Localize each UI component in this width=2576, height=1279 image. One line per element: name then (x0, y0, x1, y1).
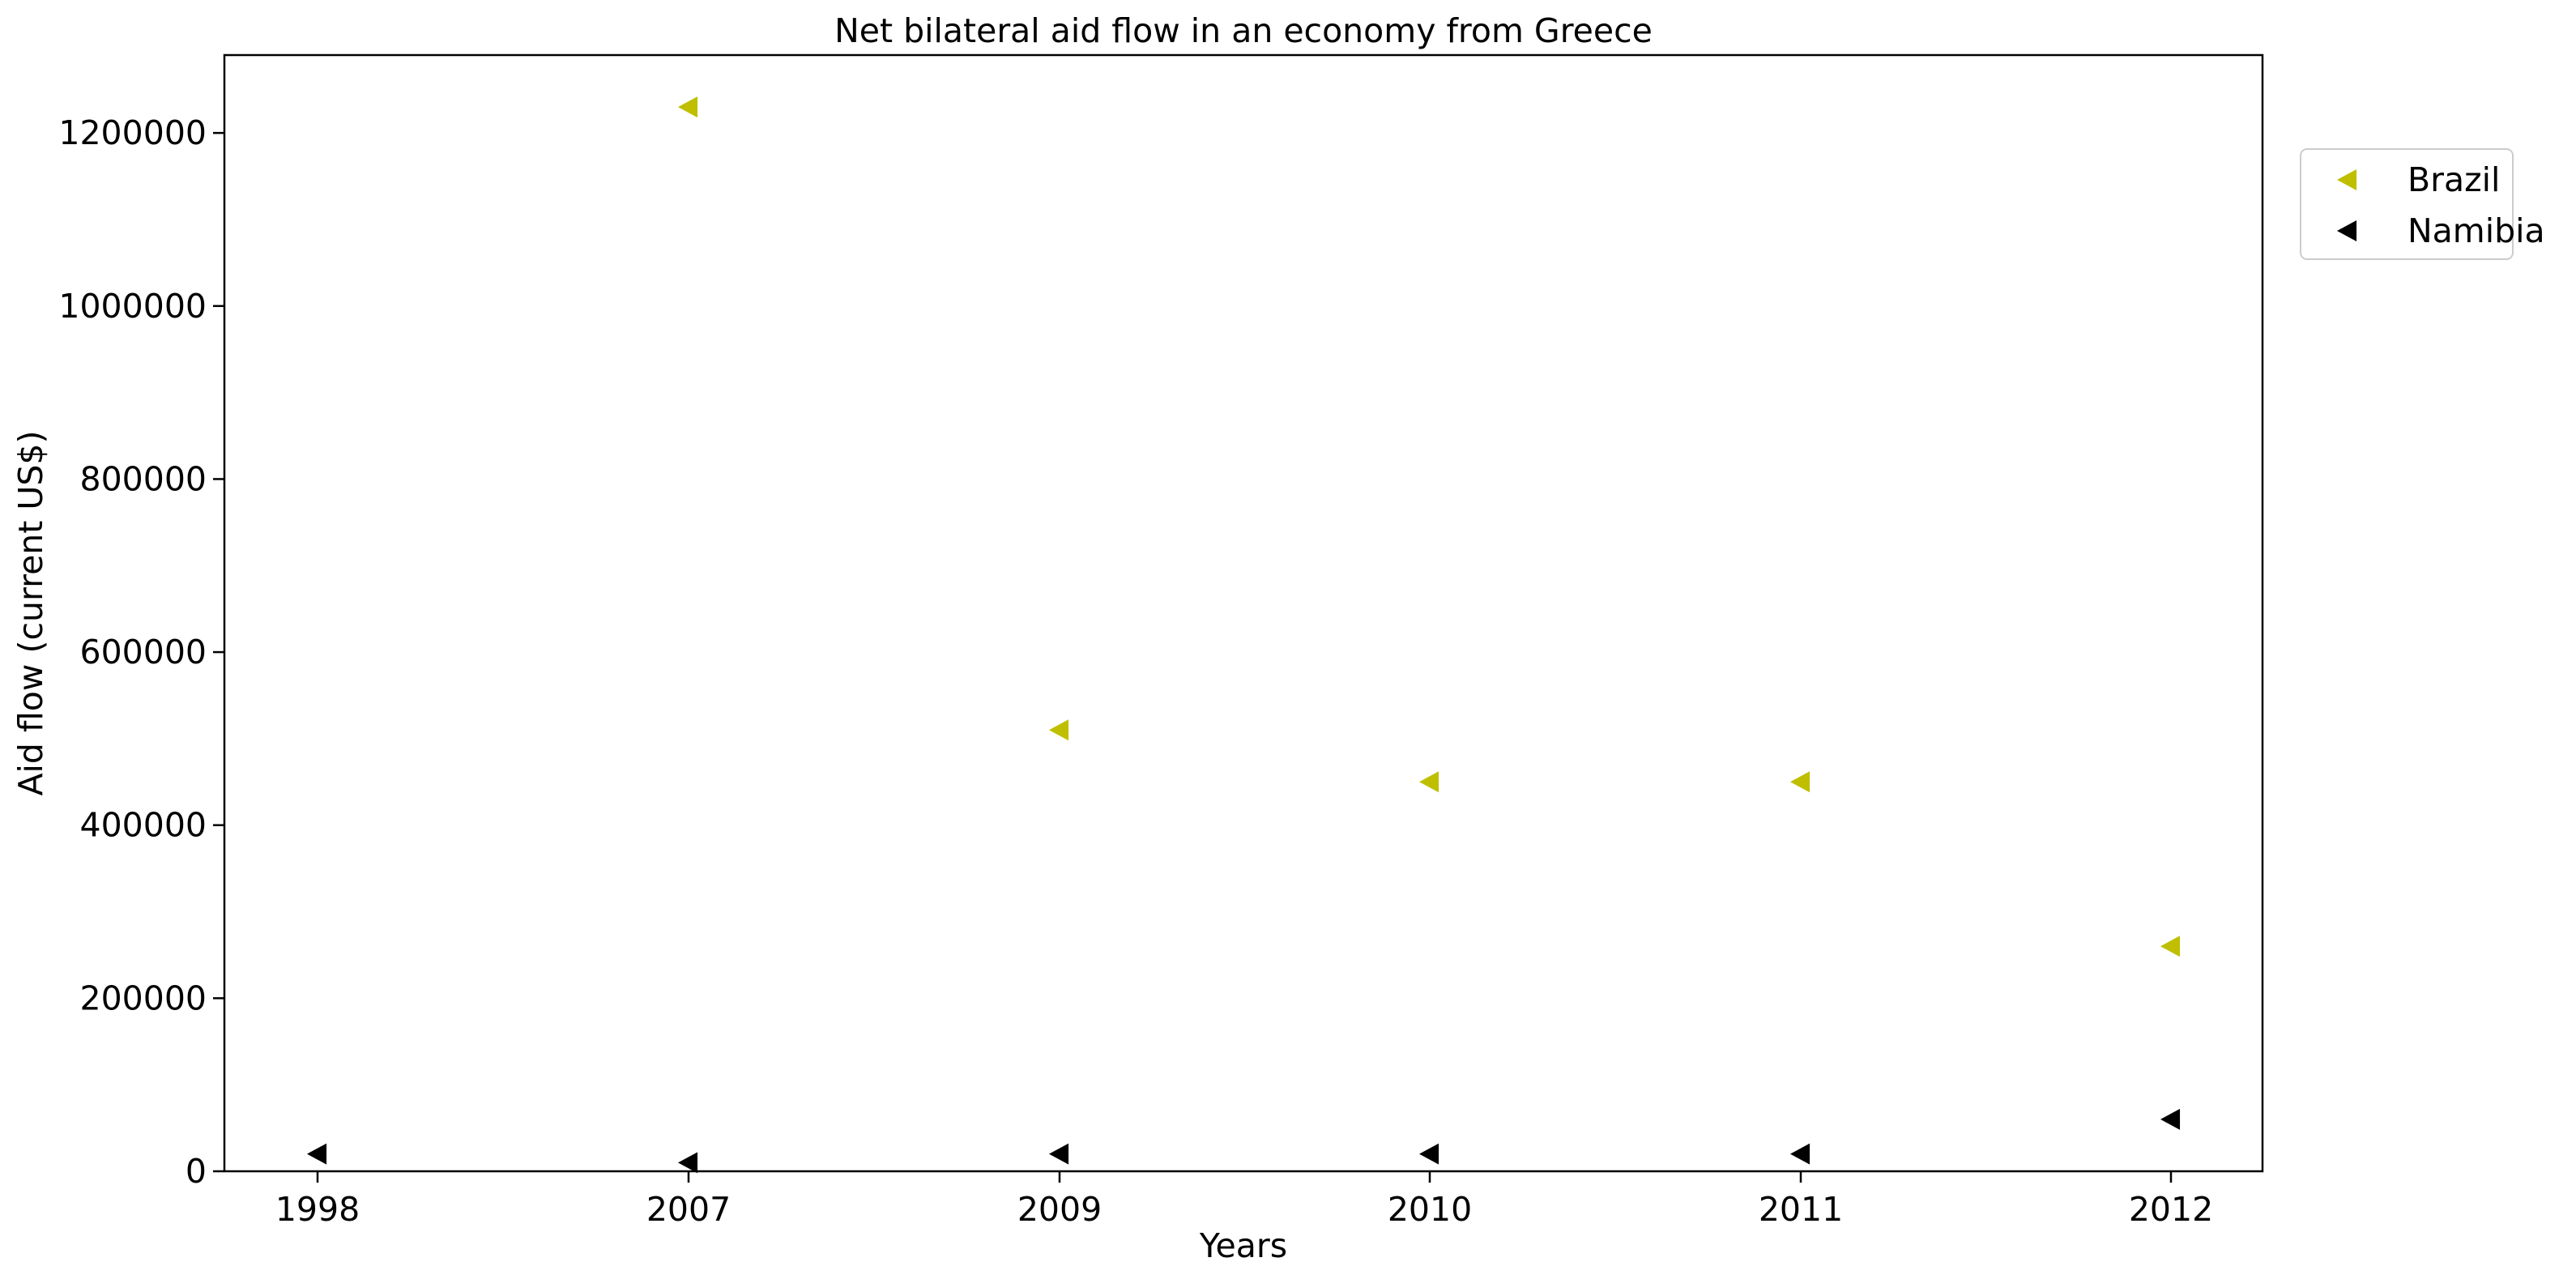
data-point-namibia (678, 1152, 698, 1174)
data-point-namibia (307, 1143, 327, 1165)
x-axis-label: Years (1199, 1226, 1287, 1265)
legend-label-namibia: Namibia (2408, 211, 2545, 250)
data-point-namibia (1049, 1143, 1069, 1165)
legend-label-brazil: Brazil (2408, 160, 2500, 199)
data-point-namibia (1790, 1143, 1810, 1165)
x-tick-label: 2011 (1759, 1190, 1843, 1229)
data-point-brazil (678, 96, 698, 118)
data-point-brazil (1790, 771, 1810, 793)
x-tick-label: 2012 (2129, 1190, 2213, 1229)
x-tick-label: 1998 (275, 1190, 360, 1229)
legend: Brazil Namibia (2300, 148, 2545, 260)
data-point-namibia (2160, 1108, 2181, 1130)
y-tick-label: 400000 (79, 806, 207, 845)
y-tick-label: 600000 (79, 633, 207, 671)
y-axis-ticks: 0 200000 400000 600000 800000 1000000 1200000 (58, 113, 224, 1191)
x-tick-label: 2010 (1388, 1190, 1472, 1229)
data-point-brazil (2160, 936, 2181, 957)
plot-area (223, 53, 2264, 1173)
y-axis-label: Aid flow (current US$) (11, 430, 50, 795)
data-point-brazil (1049, 719, 1069, 741)
legend-marker-brazil (2337, 169, 2357, 190)
y-tick-label: 1200000 (58, 113, 207, 152)
data-point-brazil (1419, 771, 1439, 793)
x-axis-ticks: 1998 2007 2009 2010 2011 2012 (275, 1171, 2213, 1229)
data-point-namibia (1419, 1143, 1439, 1165)
y-tick-label: 200000 (79, 978, 207, 1017)
data-points (307, 96, 2181, 1174)
chart-title: Net bilateral aid flow in an economy fro… (834, 11, 1653, 50)
y-tick-label: 1000000 (58, 287, 207, 326)
x-tick-label: 2007 (646, 1190, 731, 1229)
x-tick-label: 2009 (1017, 1190, 1102, 1229)
y-tick-label: 0 (186, 1152, 207, 1191)
y-tick-label: 800000 (79, 459, 207, 498)
legend-marker-namibia (2337, 220, 2357, 241)
